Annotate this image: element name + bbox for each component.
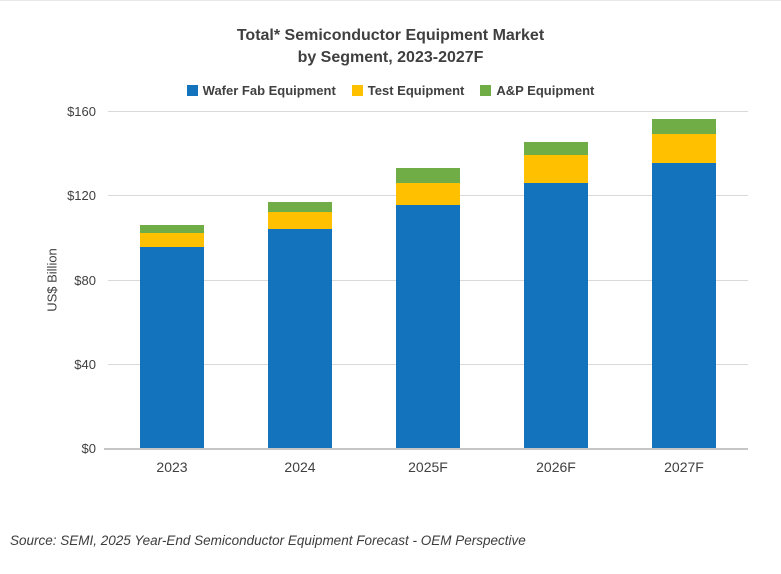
segment-2026f-test-equipment — [524, 155, 588, 183]
gridline-160 — [108, 111, 748, 112]
y-tick-label-160: $160 — [67, 104, 96, 119]
segment-2023-test-equipment — [140, 233, 204, 247]
bar-2024 — [268, 201, 332, 448]
segment-2025f-test-equipment — [396, 182, 460, 205]
legend-swatch-ap-icon — [480, 85, 492, 96]
legend-item-test-equipment: Test Equipment — [351, 83, 465, 98]
y-tick-label-80: $80 — [74, 272, 96, 288]
x-tick-label-2025f: 2025F — [408, 459, 448, 475]
segment-2024-wafer-fab-equipment — [268, 228, 332, 448]
chart-title-line1: Total* Semiconductor Equipment Market — [236, 27, 545, 44]
y-tick-label-40: $40 — [74, 356, 96, 372]
segment-2025f-a-p-equipment — [396, 167, 460, 183]
x-tick-label-2027f: 2027F — [664, 459, 704, 475]
legend-swatch-wafer-fab-icon — [186, 85, 198, 96]
plot-area — [104, 111, 748, 450]
footer-notes: Source: SEMI, 2025 Year-End Semiconducto… — [10, 488, 775, 574]
segment-2027f-wafer-fab-equipment — [652, 162, 716, 448]
footer-source-line: Source: SEMI, 2025 Year-End Semiconducto… — [10, 533, 526, 548]
bar-2026f — [524, 141, 588, 448]
x-axis-line — [104, 448, 748, 450]
chart-legend: Wafer Fab Equipment Test Equipment A&P E… — [0, 83, 781, 98]
x-tick-label-2024: 2024 — [284, 459, 316, 475]
legend-label-ap: A&P Equipment — [496, 83, 595, 98]
segment-2026f-a-p-equipment — [524, 141, 588, 156]
legend-item-wafer-fab-equipment: Wafer Fab Equipment — [186, 83, 336, 98]
segment-2027f-a-p-equipment — [652, 119, 716, 135]
legend-label-test: Test Equipment — [367, 83, 465, 98]
segment-2026f-wafer-fab-equipment — [524, 182, 588, 448]
bar-2023 — [140, 224, 204, 448]
chart-title: Total* Semiconductor Equipment Market by… — [0, 25, 781, 69]
x-tick-label-2026f: 2026F — [536, 459, 576, 475]
bar-2025f — [396, 167, 460, 448]
legend-label-wafer-fab: Wafer Fab Equipment — [202, 83, 336, 98]
legend-swatch-test-icon — [351, 85, 363, 96]
segment-2024-test-equipment — [268, 212, 332, 229]
segment-2024-a-p-equipment — [268, 201, 332, 213]
segment-2025f-wafer-fab-equipment — [396, 204, 460, 448]
segment-2023-wafer-fab-equipment — [140, 246, 204, 448]
y-tick-label-120: $120 — [67, 188, 96, 204]
chart-title-line2: by Segment, 2023-2027F — [297, 49, 484, 66]
segment-2027f-test-equipment — [652, 134, 716, 163]
bar-2027f — [652, 119, 716, 448]
x-tick-label-2023: 2023 — [156, 459, 188, 475]
y-tick-label-0: $0 — [81, 441, 96, 456]
segment-2023-a-p-equipment — [140, 224, 204, 234]
legend-item-ap-equipment: A&P Equipment — [480, 83, 594, 98]
